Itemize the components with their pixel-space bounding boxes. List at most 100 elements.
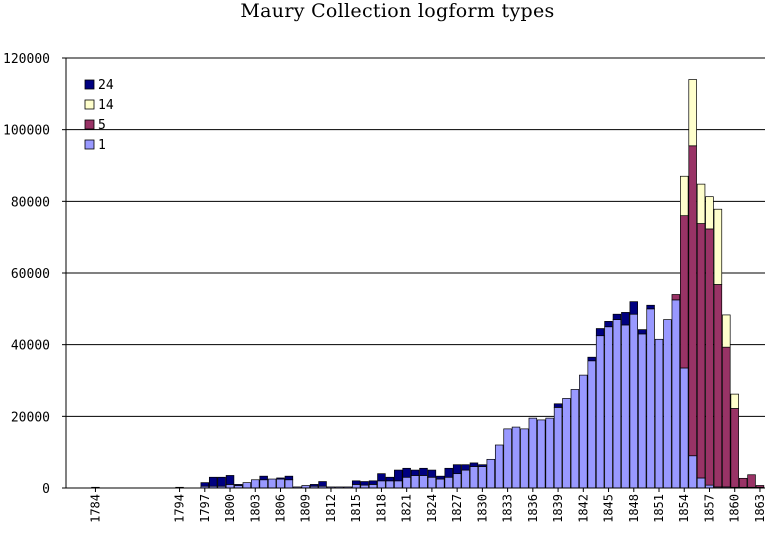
bar-segment [360,481,369,486]
y-tick-label: 40000 [11,339,50,354]
bar-segment [629,301,638,315]
bar-segment [486,458,496,489]
bar-segment [461,464,470,471]
bar-segment [612,319,622,489]
bar-segment [671,294,681,301]
bar-segment [225,484,235,489]
bar-segment [738,477,748,488]
bar-segment [680,367,689,489]
y-tick-label: 20000 [11,410,50,425]
x-tick-label: 1815 [349,494,363,523]
x-tick-label: 1860 [728,494,742,523]
bar-segment [419,467,428,476]
x-tick-label: 1839 [551,494,565,523]
bar-segment [511,426,521,489]
bar-segment [730,393,739,409]
bar-segment [705,196,714,230]
x-tick-label: 1836 [526,494,540,523]
chart-title: Maury Collection logform types [240,0,555,22]
bar-segment [621,324,630,489]
bar-segment [722,314,731,348]
bar-segment [394,480,403,489]
bar-segment [478,464,487,467]
bar-segment [461,469,470,489]
legend-swatch [84,99,95,110]
bar-segment [646,304,655,310]
bar-segment [309,484,319,487]
bar-segment [385,476,395,482]
bar-segment [494,444,504,489]
bar-segment [267,478,277,489]
bar-segment [427,469,437,478]
bar-segment [427,476,437,489]
bar-segment [528,417,538,489]
bar-segment [562,398,571,489]
bar-segment [587,360,596,489]
bar-segment [242,482,252,489]
bar-segment [469,466,479,489]
bar-segment [688,455,697,489]
bar-segment [368,484,378,489]
bar-segment [612,313,622,320]
bar-segment [579,374,588,489]
bar-segment [696,477,706,489]
x-tick-label: 1824 [425,494,439,523]
bar-segment [680,215,689,369]
bar-segment [595,335,605,489]
bar-segment [537,419,546,489]
bar-segment [621,312,630,326]
x-tick-label: 1842 [576,494,590,523]
y-tick-label: 80000 [11,195,50,210]
bar-segment [570,389,580,489]
bar-segment [217,476,226,487]
bar-segment [553,403,563,408]
bar-segment [478,466,487,489]
legend-swatch [84,119,95,130]
bar-segment [251,479,260,489]
x-tick-label: 1851 [652,494,666,523]
bar-segment [276,477,285,480]
bar-segment [436,478,445,489]
bar-segment [208,476,218,487]
bar-segment [452,464,462,475]
x-tick-label: 1821 [400,494,414,523]
bar-segment [713,208,723,285]
legend-label: 5 [98,118,106,133]
legend-swatch [84,79,95,90]
bar-segment [629,313,638,489]
x-tick-label: 1833 [501,494,515,523]
bar-segment [410,475,420,489]
bar-segment [259,479,268,489]
bar-segment [444,476,453,489]
bar-segment [654,338,664,489]
bar-segment [747,474,756,488]
x-tick-label: 1848 [627,494,641,523]
bar-segment [259,475,268,481]
bar-segment [368,480,378,485]
bar-segment [688,79,697,147]
bar-segment [520,428,529,489]
x-tick-label: 1863 [753,494,765,523]
bar-segment [755,485,765,488]
bar-segment [402,476,411,489]
y-tick-label: 100000 [3,124,50,139]
x-tick-label: 1845 [602,494,616,523]
x-tick-label: 1806 [273,494,287,523]
x-tick-label: 1800 [223,494,237,523]
x-tick-label: 1857 [702,494,716,523]
bar-segment [234,484,243,486]
y-tick-label: 120000 [3,52,50,67]
bar-segment [284,475,294,481]
x-tick-label: 1812 [324,494,338,523]
legend-label: 1 [98,138,106,153]
bar-segment [394,469,403,482]
x-tick-label: 1794 [173,494,187,523]
bar-segment [663,319,672,489]
bar-segment [284,479,294,489]
bar-segment [444,467,453,478]
bar-segment [680,175,689,217]
bar-segment [385,480,395,489]
bar-segment [604,321,613,328]
x-tick-label: 1830 [475,494,489,523]
